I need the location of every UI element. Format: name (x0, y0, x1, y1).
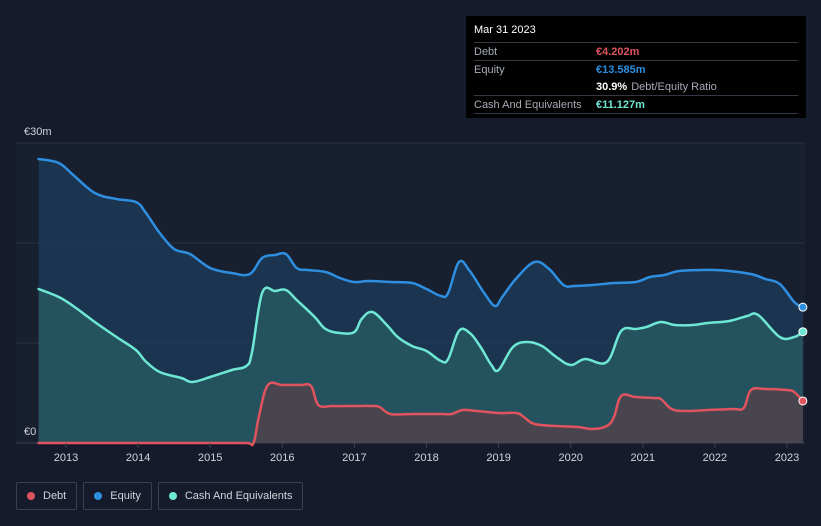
tooltip-date: Mar 31 2023 (474, 24, 536, 36)
x-tick-label: 2022 (703, 452, 727, 464)
legend-label-debt: Debt (43, 490, 67, 502)
x-tick-label: 2019 (486, 452, 510, 464)
x-tick-label: 2021 (631, 452, 655, 464)
x-tick-label: 2023 (775, 452, 799, 464)
legend-label-equity: Equity (110, 490, 141, 502)
series-lines (37, 157, 805, 447)
tooltip-row-debt: Debt €4.202m (474, 42, 798, 60)
x-axis: 2013 2014 2015 2016 2017 2018 2019 2020 2021 2022… (54, 443, 799, 464)
cash-and-equivalents-area (38, 287, 803, 443)
tooltip-cash-label: Cash And Equivalents (474, 98, 582, 111)
x-tick-label: 2017 (342, 452, 366, 464)
legend-item-debt[interactable]: Debt (16, 482, 78, 510)
debt-line (37, 381, 805, 447)
x-tick-label: 2014 (126, 452, 150, 464)
tooltip-debt-value: €4.202m (596, 45, 640, 58)
y-axis: €30m €0 (24, 126, 52, 438)
cash-and-equivalents-line (37, 286, 805, 384)
tooltip-cash-value: €11.127m (596, 98, 645, 111)
x-tick-label: 2015 (198, 452, 222, 464)
tooltip-ratio-value: 30.9% (596, 80, 628, 93)
debt-endpoint[interactable] (798, 396, 808, 406)
tooltip-equity-value: €13.585m (596, 63, 646, 76)
tooltip: Mar 31 2023 Debt €4.202m Equity €13.585m… (466, 16, 806, 118)
tooltip-row-cash: Cash And Equivalents €11.127m (474, 95, 798, 114)
cash-and-equivalents-endpoint[interactable] (798, 327, 808, 337)
legend: Debt Equity Cash And Equivalents (16, 482, 304, 510)
legend-dot-cash (168, 492, 177, 500)
series-areas (38, 159, 803, 446)
series-endpoints (798, 302, 808, 406)
debt-area (38, 382, 803, 446)
tooltip-equity-label: Equity (474, 63, 505, 76)
legend-dot-debt (27, 492, 35, 500)
tooltip-debt-label: Debt (474, 45, 498, 58)
tooltip-row-equity: Equity €13.585m (474, 60, 798, 78)
legend-item-cash[interactable]: Cash And Equivalents (157, 482, 304, 510)
legend-item-equity[interactable]: Equity (83, 482, 152, 510)
x-tick-label: 2016 (270, 452, 294, 464)
equity-line (37, 157, 805, 309)
tooltip-row-ratio: 30.9% Debt/Equity Ratio (474, 78, 798, 95)
legend-label-cash: Cash And Equivalents (184, 490, 293, 502)
equity-endpoint[interactable] (798, 302, 808, 312)
legend-dot-equity (94, 492, 103, 500)
y-tick-label: €0 (24, 426, 36, 438)
x-tick-label: 2018 (414, 452, 438, 464)
y-tick-label: €30m (24, 126, 52, 138)
tooltip-ratio-label: Debt/Equity Ratio (631, 80, 717, 93)
x-tick-label: 2020 (558, 452, 582, 464)
x-tick-label: 2013 (54, 452, 78, 464)
